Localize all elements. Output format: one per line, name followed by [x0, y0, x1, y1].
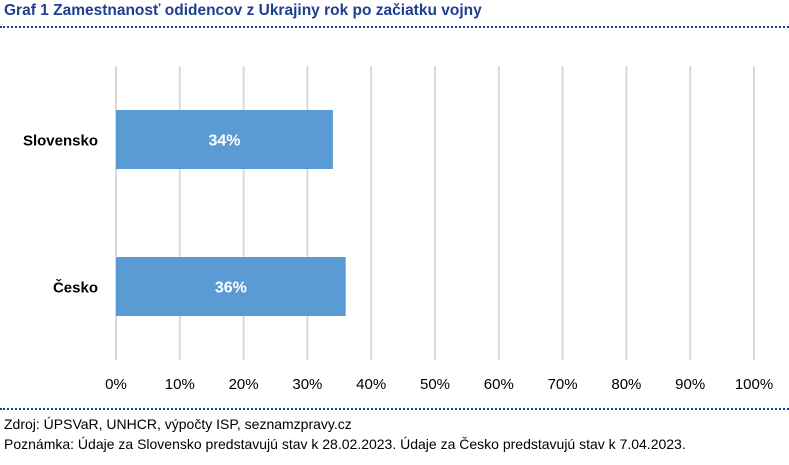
source-divider: [0, 408, 789, 410]
x-tick-label: 10%: [165, 376, 195, 393]
x-tick-label: 20%: [229, 376, 259, 393]
data-label: 36%: [215, 280, 247, 297]
note-text: Poznámka: Údaje za Slovensko predstavujú…: [4, 436, 686, 452]
x-tick-label: 100%: [735, 376, 773, 393]
data-label: 34%: [208, 133, 240, 150]
title-divider: [0, 26, 789, 28]
source-text: Zdroj: ÚPSVaR, UNHCR, výpočty ISP, sezna…: [4, 416, 352, 432]
x-tick-label: 70%: [548, 376, 578, 393]
category-label: Slovensko: [23, 133, 98, 150]
bar: [116, 110, 333, 169]
x-tick-label: 50%: [420, 376, 450, 393]
bar-chart: 0% 10% 20% 30% 40% 50% 60% 70% 80% 90% 100% 34% Slov…: [23, 66, 773, 393]
chart-title: Graf 1 Zamestnanosť odidencov z Ukrajiny…: [4, 2, 482, 19]
x-tick-label: 60%: [484, 376, 514, 393]
x-tick-label: 30%: [292, 376, 322, 393]
x-tick-label: 90%: [675, 376, 705, 393]
bar: [116, 257, 346, 316]
x-tick-label: 40%: [356, 376, 386, 393]
x-tick-label: 0%: [105, 376, 127, 393]
category-label: Česko: [53, 279, 98, 297]
x-tick-label: 80%: [611, 376, 641, 393]
